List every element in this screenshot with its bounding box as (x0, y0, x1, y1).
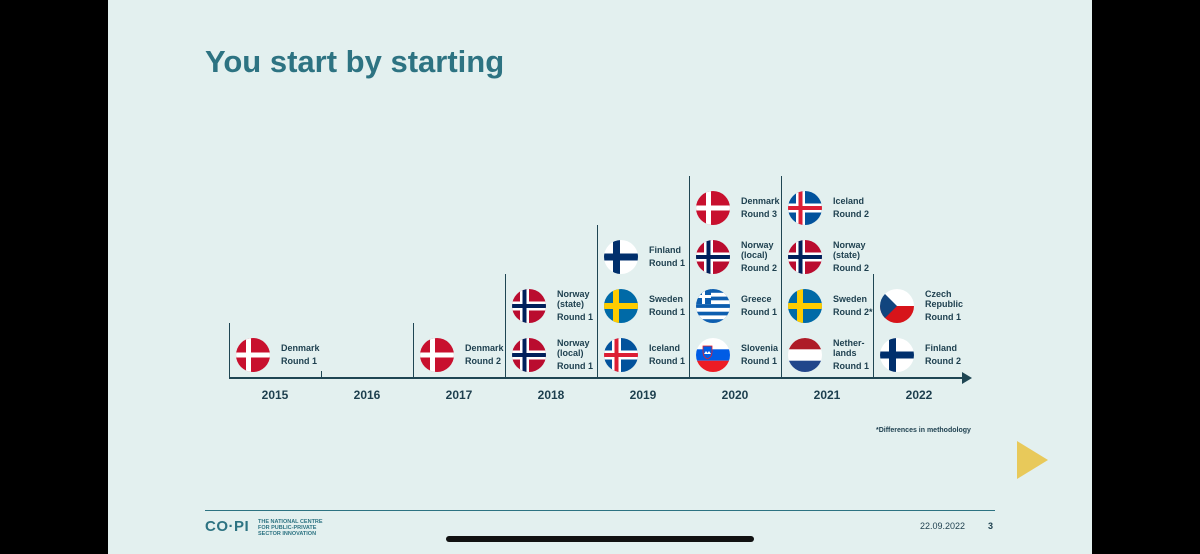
home-indicator[interactable] (446, 536, 754, 542)
round-label: Round 1 (649, 258, 685, 269)
year-divider-2018 (505, 274, 506, 377)
country-name: Greece (741, 293, 772, 304)
year-label-2021: 2021 (813, 388, 841, 402)
country-name: Norway (local) (557, 338, 590, 358)
denmark-flag-icon (236, 338, 270, 372)
country-name: Czech Republic (925, 289, 964, 309)
czech-republic-flag-icon (880, 289, 914, 323)
norway-flag-icon (512, 289, 546, 323)
country-name: Norway (state) (833, 240, 866, 260)
country-name: Denmark (281, 342, 320, 353)
norway-flag-icon (512, 338, 546, 372)
timeline-axis (229, 377, 965, 379)
round-label: Round 2 (833, 209, 869, 220)
country-name: Norway (state) (557, 289, 590, 309)
copi-logo: CO·PI (205, 518, 250, 535)
iceland-flag-icon (604, 338, 638, 372)
year-label-2020: 2020 (721, 388, 749, 402)
round-label: Round 1 (557, 312, 593, 322)
netherlands-flag-icon (788, 338, 822, 372)
sweden-flag-icon (788, 289, 822, 323)
country-name: Slovenia (741, 342, 779, 353)
round-label: Round 2* (833, 307, 873, 318)
country-name: Sweden (649, 293, 684, 304)
round-label: Round 2 (465, 356, 501, 367)
page-number: 3 (988, 521, 994, 531)
country-name: Nether- lands (833, 338, 865, 358)
year-label-2018: 2018 (537, 388, 565, 402)
country-name: Finland (649, 244, 681, 255)
slovenia-flag-icon (696, 338, 730, 372)
year-divider-2016 (321, 371, 322, 377)
round-label: Round 1 (649, 307, 685, 318)
footer-divider (205, 510, 995, 511)
norway-flag-icon (696, 240, 730, 274)
year-label-2022: 2022 (905, 388, 933, 402)
round-label: Round 2 (741, 263, 777, 273)
round-label: Round 1 (925, 312, 961, 322)
country-name: Iceland (833, 195, 865, 206)
round-label: Round 1 (557, 361, 593, 371)
norway-flag-icon (788, 240, 822, 274)
next-slide-play-icon[interactable] (1017, 441, 1048, 479)
country-name: Sweden (833, 293, 868, 304)
year-divider-2017 (413, 323, 414, 377)
year-divider-2021 (781, 176, 782, 377)
country-name: Norway (local) (741, 240, 774, 260)
finland-flag-icon (880, 338, 914, 372)
round-label: Round 1 (741, 307, 777, 318)
iceland-flag-icon (788, 191, 822, 225)
slide-date: 22.09.2022 (920, 521, 966, 531)
logo-tagline: THE NATIONAL CENTRE FOR PUBLIC-PRIVATE S… (258, 519, 323, 537)
year-divider-2019 (597, 225, 598, 377)
denmark-flag-icon (420, 338, 454, 372)
year-label-2019: 2019 (629, 388, 657, 402)
year-label-2015: 2015 (261, 388, 289, 402)
country-name: Finland (925, 342, 957, 353)
slide: You start by starting 2015 2016 2017 2018 20… (108, 0, 1092, 554)
round-label: Round 1 (741, 356, 777, 367)
round-label: Round 2 (833, 263, 869, 273)
country-name: Denmark (741, 195, 780, 206)
year-divider-2022 (873, 274, 874, 377)
year-divider-2020 (689, 176, 690, 377)
year-label-2016: 2016 (353, 388, 381, 402)
round-label: Round 1 (281, 356, 317, 367)
year-label-2017: 2017 (445, 388, 473, 402)
denmark-flag-icon (696, 191, 730, 225)
finland-flag-icon (604, 240, 638, 274)
round-label: Round 2 (925, 356, 961, 367)
timeline-arrow-icon (962, 372, 972, 384)
methodology-footnote: *Differences in methodology (876, 427, 971, 434)
slide-title: You start by starting (205, 44, 505, 79)
round-label: Round 1 (833, 361, 869, 371)
round-label: Round 3 (741, 209, 777, 220)
sweden-flag-icon (604, 289, 638, 323)
country-name: Denmark (465, 342, 504, 353)
year-divider-2015 (229, 323, 230, 377)
greece-flag-icon (696, 289, 730, 323)
round-label: Round 1 (649, 356, 685, 367)
country-name: Iceland (649, 342, 681, 353)
